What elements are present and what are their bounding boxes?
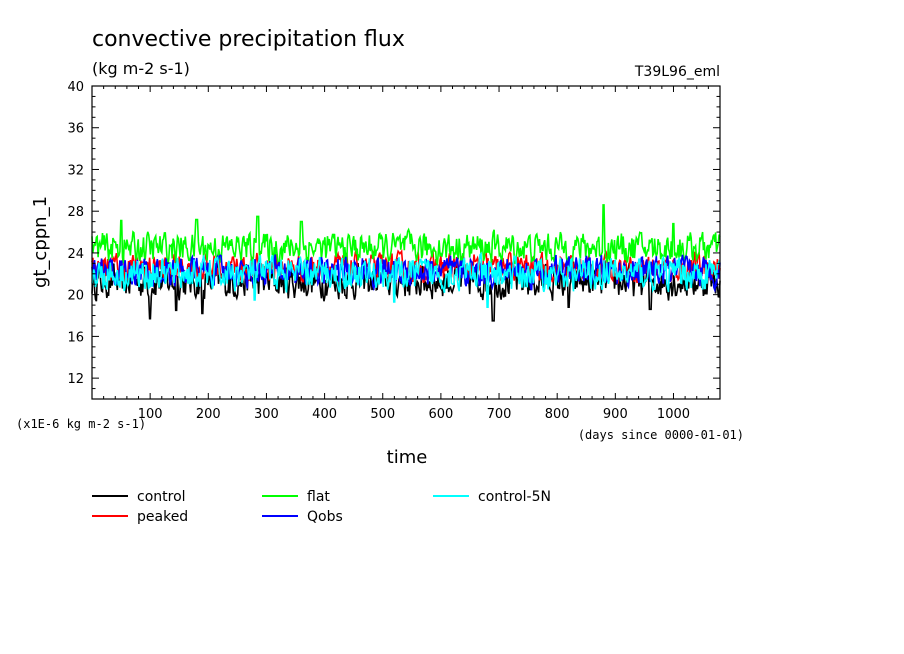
- x-tick-label: 200: [196, 407, 221, 422]
- x-tick-labels: 100 200 300 400 500 600 700 800 900 1000: [138, 407, 690, 422]
- x-tick-label: 1000: [657, 407, 690, 422]
- x-tick-label: 300: [254, 407, 279, 422]
- y-tick-label: 16: [67, 330, 84, 345]
- x-tick-label: 500: [370, 407, 395, 422]
- x-tick-label: 700: [487, 407, 512, 422]
- y-axis-label: gt_cppn_1: [30, 196, 51, 288]
- y-tick-labels: 12 16 20 24 28 32 36 40: [67, 80, 84, 387]
- x-tick-label: 900: [603, 407, 628, 422]
- axis-ticks: [92, 86, 720, 399]
- x-tick-label: 400: [312, 407, 337, 422]
- x-tick-label: 600: [428, 407, 453, 422]
- x-units-note: (days since 0000-01-01): [578, 428, 744, 442]
- y-tick-label: 40: [67, 80, 84, 95]
- y-tick-label: 20: [67, 289, 84, 304]
- legend-label: peaked: [137, 509, 188, 525]
- y-tick-label: 12: [67, 372, 84, 387]
- legend-label: flat: [307, 489, 330, 505]
- legend-label: control: [137, 489, 186, 505]
- y-tick-label: 36: [67, 122, 84, 137]
- series-line-2: [91, 204, 721, 269]
- run-label: T39L96_eml: [634, 64, 720, 80]
- legend-label: Qobs: [307, 509, 343, 525]
- legend: control peaked flat Qobs control-5N: [92, 489, 551, 525]
- chart-title: convective precipitation flux: [92, 27, 405, 52]
- y-units-note: (x1E-6 kg m-2 s-1): [16, 417, 146, 431]
- legend-label: control-5N: [478, 489, 551, 505]
- x-tick-label: 100: [138, 407, 163, 422]
- chart-subtitle: (kg m-2 s-1): [92, 59, 190, 78]
- series-line-4: [91, 251, 721, 308]
- x-axis-label: time: [387, 447, 428, 468]
- x-tick-label: 800: [545, 407, 570, 422]
- plot-lines: [91, 204, 721, 322]
- y-tick-label: 24: [67, 247, 84, 262]
- y-tick-label: 32: [67, 163, 84, 178]
- y-tick-label: 28: [67, 205, 84, 220]
